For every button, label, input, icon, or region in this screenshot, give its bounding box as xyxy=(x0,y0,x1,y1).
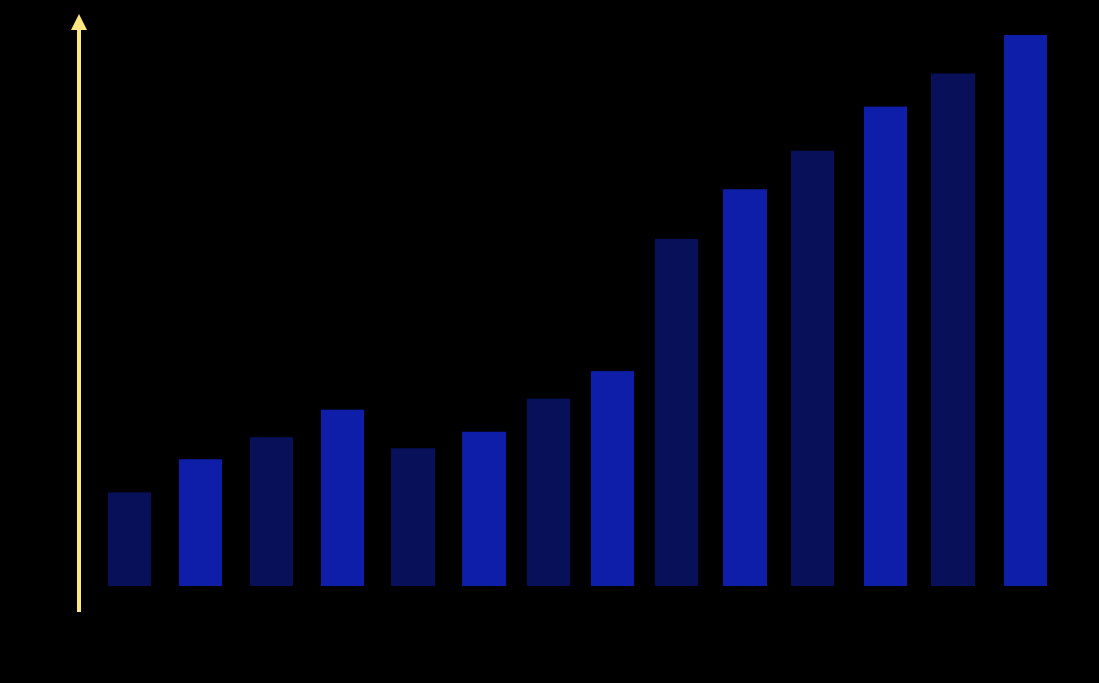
bar-5 xyxy=(391,448,435,586)
bars-group xyxy=(108,35,1047,586)
bar-8 xyxy=(591,371,634,586)
y-axis-arrow-icon xyxy=(71,14,87,30)
bar-9 xyxy=(655,238,698,586)
bar-13 xyxy=(931,73,975,586)
bar-10 xyxy=(723,189,767,586)
bar-1 xyxy=(108,492,151,586)
bar-2 xyxy=(179,459,222,586)
bar-12 xyxy=(864,106,907,586)
bar-6 xyxy=(462,431,506,586)
bar-3 xyxy=(250,437,293,586)
bar-11 xyxy=(791,150,834,586)
bar-7 xyxy=(527,398,570,586)
bar-4 xyxy=(321,409,364,586)
bar-14 xyxy=(1004,35,1047,586)
